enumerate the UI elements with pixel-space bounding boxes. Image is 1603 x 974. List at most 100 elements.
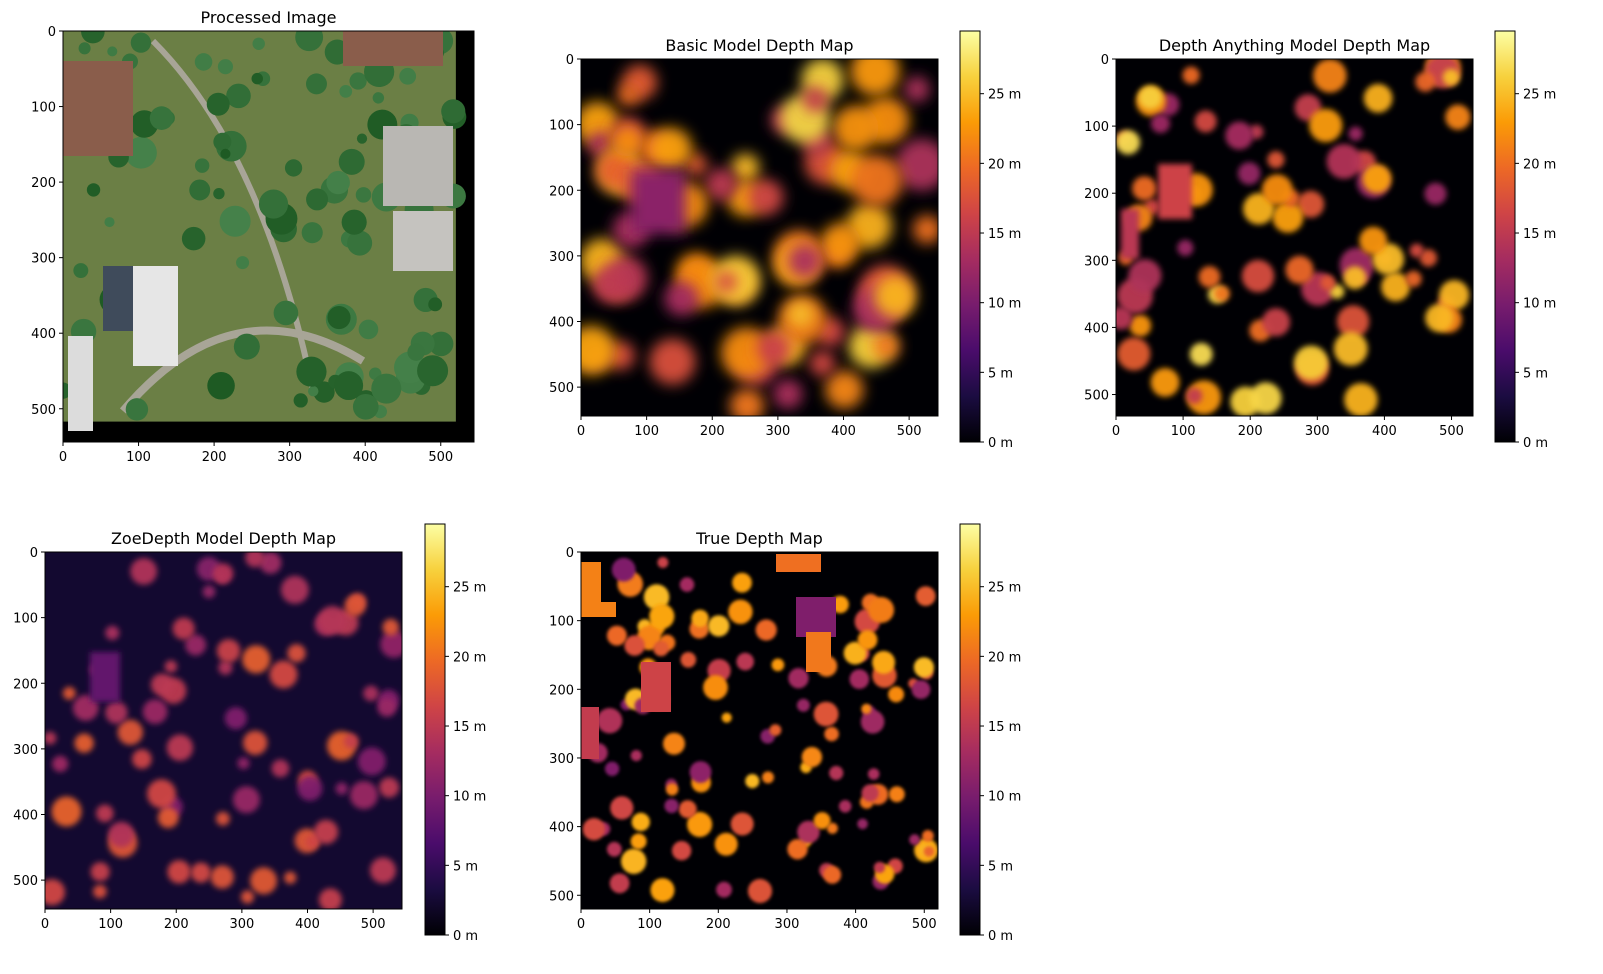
- heatmap-region: [142, 699, 168, 724]
- heatmap-region: [703, 675, 728, 700]
- heatmap-region: [581, 707, 599, 759]
- heatmap-region: [297, 775, 323, 801]
- heatmap-region: [823, 865, 842, 884]
- heatmap-region: [606, 625, 627, 646]
- heatmap-region: [704, 168, 738, 201]
- heatmap-region: [1333, 331, 1368, 366]
- tree: [226, 83, 251, 109]
- image-area: [45, 552, 402, 909]
- heatmap-region: [631, 812, 650, 832]
- heatmap-region: [1198, 266, 1221, 288]
- colorbar: 0 m 5 m 10 m 15 m 20 m 25 m: [1494, 30, 1556, 451]
- heatmap-region: [1116, 306, 1133, 330]
- tree: [349, 72, 367, 90]
- tree: [219, 205, 251, 237]
- y-tick-label: 200: [31, 176, 56, 191]
- heatmap-region: [1121, 209, 1139, 259]
- colorbar-gradient: [1494, 30, 1516, 443]
- heatmap-region: [796, 597, 836, 637]
- y-tick-label: 0: [30, 546, 38, 561]
- heatmap-region: [1362, 164, 1392, 194]
- building: [103, 266, 133, 331]
- tree: [217, 59, 234, 75]
- x-tick-label: 0: [59, 450, 67, 465]
- x-tick-label: 0: [577, 917, 585, 932]
- heatmap-region: [641, 662, 671, 712]
- heatmap-region: [1309, 108, 1343, 143]
- x-tick-label: 200: [706, 917, 731, 932]
- tree: [220, 148, 231, 159]
- heatmap-region: [357, 747, 386, 776]
- heatmap-region: [1344, 383, 1378, 416]
- y-tick-label: 200: [13, 677, 38, 692]
- heatmap-region: [269, 660, 298, 689]
- heatmap-region: [731, 153, 760, 182]
- heatmap-region: [216, 639, 241, 663]
- colorbar-tick-label: 5 m: [1523, 366, 1548, 381]
- heatmap-region: [51, 796, 82, 827]
- heatmap-region: [1326, 144, 1362, 179]
- subplot-zoedepth: 0 100 200 300 400 500 0 100 200 300 400 500 ZoeDepth…: [13, 523, 486, 944]
- y-tick-label: 0: [1101, 53, 1109, 68]
- colorbar: 0 m 5 m 10 m 15 m 20 m 25 m: [959, 30, 1021, 451]
- heatmap-region: [1359, 226, 1388, 255]
- x-tick-label: 100: [98, 917, 123, 932]
- colorbar-tick-label: 5 m: [988, 859, 1013, 874]
- heatmap-region: [587, 131, 614, 158]
- tree: [428, 331, 454, 357]
- heatmap-region: [631, 169, 686, 234]
- tree: [273, 300, 299, 326]
- tree: [73, 263, 89, 279]
- y-tick-label: 500: [13, 874, 38, 889]
- tree: [339, 85, 353, 98]
- subplot-title: ZoeDepth Model Depth Map: [111, 529, 336, 548]
- tree: [399, 67, 417, 85]
- building: [338, 471, 363, 501]
- tree: [125, 136, 157, 169]
- heatmap-region: [284, 871, 297, 884]
- tree: [213, 187, 225, 200]
- heatmap-region: [671, 841, 692, 861]
- heatmap-region: [250, 867, 278, 895]
- subplot-title: Basic Model Depth Map: [665, 36, 853, 55]
- x-tick-label: 100: [1171, 424, 1196, 439]
- heatmap-region: [888, 786, 905, 803]
- heatmap-region: [824, 726, 839, 742]
- heatmap-region: [904, 76, 930, 103]
- heatmap-region: [147, 779, 176, 809]
- y-tick-label: 100: [549, 119, 574, 134]
- colorbar-tick-label: 10 m: [988, 297, 1021, 312]
- heatmap-region: [215, 811, 230, 826]
- heatmap-region: [596, 708, 623, 734]
- heatmap-region: [1177, 239, 1194, 256]
- colorbar-tick-label: 10 m: [453, 790, 486, 805]
- x-tick-label: 400: [353, 450, 378, 465]
- heatmap-region: [243, 730, 268, 755]
- heatmap-region: [747, 179, 784, 216]
- y-tick-label: 100: [1084, 120, 1109, 135]
- heatmap-region: [1189, 342, 1213, 366]
- heatmap-region: [280, 575, 309, 604]
- tree: [149, 106, 174, 130]
- tree: [194, 158, 210, 173]
- y-tick-label: 500: [31, 403, 56, 418]
- heatmap-region: [687, 811, 713, 838]
- y-tick-label: 400: [31, 327, 56, 342]
- tree: [306, 73, 327, 95]
- x-tick-label: 200: [1238, 424, 1263, 439]
- heatmap-region: [873, 333, 900, 360]
- heatmap-region: [611, 557, 636, 582]
- heatmap-region: [1150, 113, 1171, 134]
- heatmap-region: [150, 673, 174, 696]
- colorbar: 0 m 5 m 10 m 15 m 20 m 25 m: [959, 523, 1021, 944]
- y-tick-label: 300: [549, 250, 574, 265]
- tree: [372, 92, 385, 104]
- heatmap-region: [664, 798, 679, 814]
- heatmap-region: [923, 846, 935, 857]
- colorbar-gradient: [959, 523, 981, 936]
- heatmap-region: [1381, 272, 1411, 302]
- heatmap-region: [318, 606, 347, 635]
- building: [68, 336, 93, 431]
- heatmap-region: [1158, 164, 1192, 219]
